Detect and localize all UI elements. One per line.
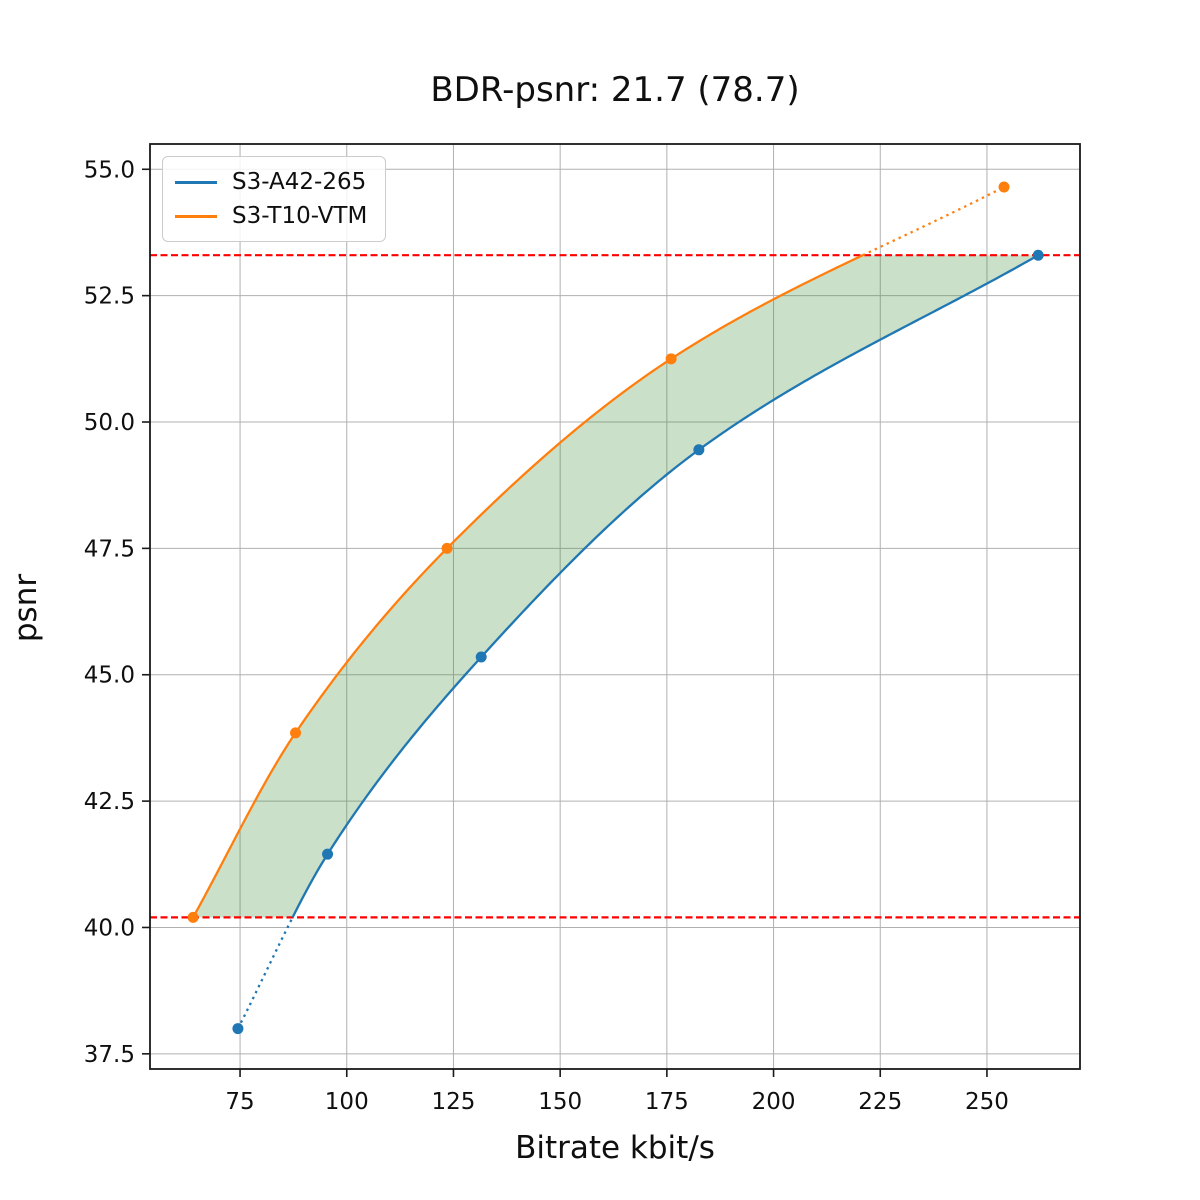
overlap-fill-region — [193, 255, 1039, 918]
x-tick-label: 250 — [965, 1089, 1009, 1115]
data-point-marker — [665, 353, 677, 365]
data-point-marker — [998, 181, 1010, 193]
series-line-dotted — [236, 916, 294, 1030]
legend: S3-A42-265 S3-T10-VTM — [162, 156, 387, 242]
x-tick-label: 75 — [225, 1089, 254, 1115]
series-line-solid — [291, 254, 1039, 918]
data-point-marker — [693, 444, 705, 456]
data-point-marker — [1032, 249, 1044, 261]
y-tick-label: 45.0 — [84, 663, 135, 689]
y-tick-label: 55.0 — [84, 157, 135, 183]
data-point-marker — [187, 911, 199, 923]
y-tick-label: 52.5 — [84, 284, 135, 310]
y-tick-label: 40.0 — [84, 915, 135, 941]
series-line-dotted — [862, 185, 1005, 257]
x-tick-label: 150 — [538, 1089, 582, 1115]
x-tick-label: 100 — [325, 1089, 369, 1115]
data-point-marker — [322, 848, 334, 860]
y-tick-label: 50.0 — [84, 410, 135, 436]
data-point-marker — [290, 727, 302, 739]
legend-item: S3-T10-VTM — [175, 199, 367, 233]
chart-title: BDR-psnr: 21.7 (78.7) — [430, 70, 800, 110]
x-tick-label: 175 — [645, 1089, 689, 1115]
x-tick-label: 200 — [752, 1089, 796, 1115]
x-axis-label: Bitrate kbit/s — [515, 1130, 715, 1166]
legend-label: S3-T10-VTM — [232, 203, 368, 229]
legend-label: S3-A42-265 — [232, 169, 367, 195]
y-tick-label: 47.5 — [84, 536, 135, 562]
legend-line-sample — [175, 214, 217, 218]
data-point-marker — [232, 1023, 244, 1035]
axes-spines — [149, 143, 1081, 1070]
x-tick-label: 225 — [858, 1089, 902, 1115]
y-tick-label: 37.5 — [84, 1042, 135, 1068]
data-point-marker — [475, 651, 487, 663]
data-point-marker — [441, 542, 453, 554]
series-line-solid — [192, 254, 864, 918]
legend-line-sample — [175, 180, 217, 184]
y-tick-label: 42.5 — [84, 789, 135, 815]
legend-item: S3-A42-265 — [175, 165, 367, 199]
x-tick-label: 125 — [432, 1089, 476, 1115]
